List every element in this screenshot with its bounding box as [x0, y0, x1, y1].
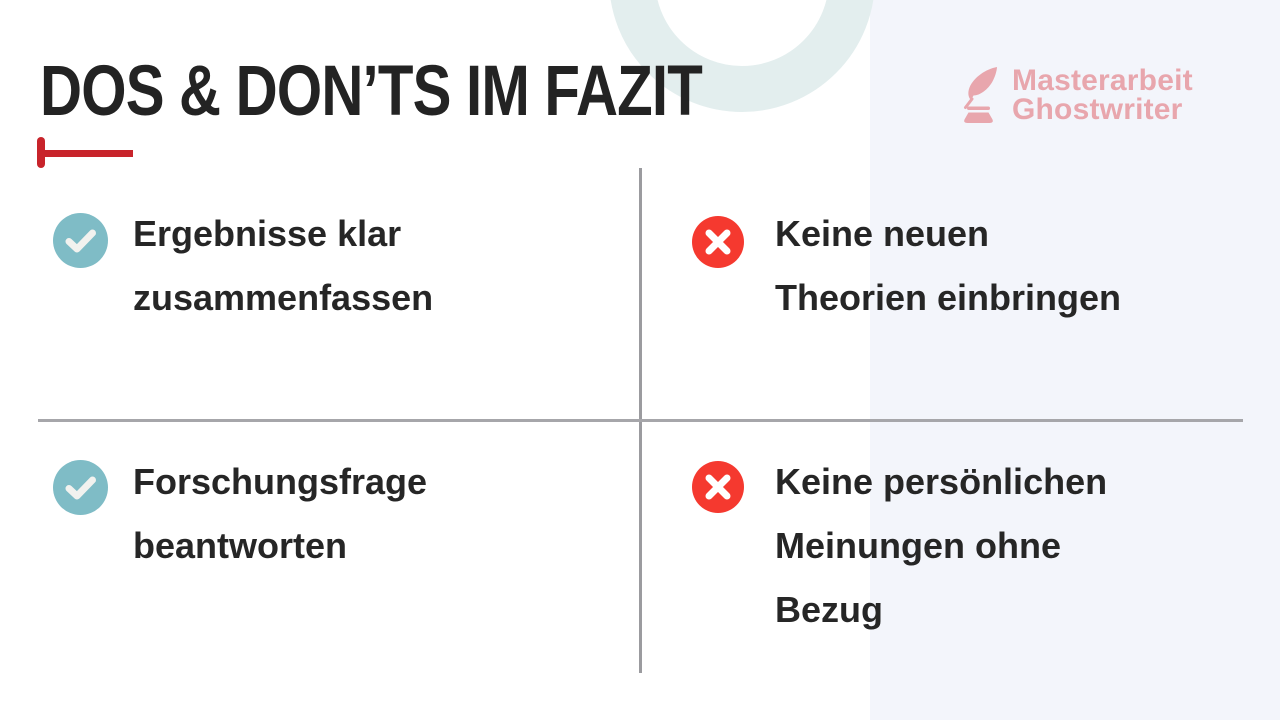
horizontal-divider: [38, 419, 1243, 422]
brand-name: Masterarbeit Ghostwriter: [1012, 64, 1193, 126]
dont-item-text: Keine persönlichen Meinungen ohne Bezug: [775, 461, 1108, 630]
dont-item-text: Keine neuen Theorien einbringen: [775, 213, 1122, 318]
brand-name-line2: Ghostwriter: [1012, 93, 1183, 126]
right-background-panel: [870, 0, 1280, 720]
check-icon: [53, 460, 108, 515]
title-accent-marker-horizontal: [40, 150, 133, 157]
page-title: DOS & DON’TS IM FAZIT: [40, 52, 703, 131]
do-item-text: Ergebnisse klar zusammenfassen: [133, 213, 434, 318]
cross-icon: [692, 216, 744, 268]
cross-icon: [692, 461, 744, 513]
check-icon: [53, 213, 108, 268]
do-item-text: Forschungsfrage beantworten: [133, 461, 428, 566]
brand-logo: Masterarbeit Ghostwriter: [958, 64, 1193, 126]
quill-inkpot-icon: [958, 66, 1000, 124]
brand-name-line1: Masterarbeit: [1012, 64, 1193, 97]
